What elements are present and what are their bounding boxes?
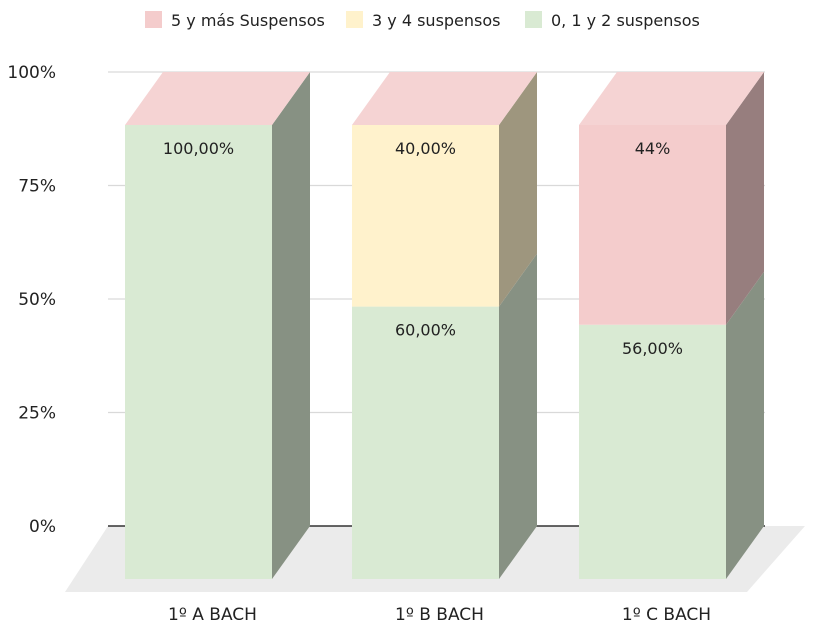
y-tick-label: 0%: [29, 517, 56, 537]
category-label: 1º C BACH: [622, 605, 711, 625]
data-label: 60,00%: [395, 321, 456, 340]
bars: [125, 72, 764, 579]
bar-top: [125, 72, 310, 125]
bar-side: [499, 72, 537, 307]
y-tick-label: 25%: [18, 404, 56, 424]
y-tick-label: 50%: [18, 290, 56, 310]
data-label: 56,00%: [622, 339, 683, 358]
x-axis-categories: 1º A BACH 1º B BACH 1º C BACH: [168, 605, 711, 625]
bar-top: [579, 72, 764, 125]
data-label: 44%: [635, 139, 671, 158]
bar-segment: [352, 306, 499, 579]
legend-swatch: [525, 11, 542, 28]
bar-segment: [579, 125, 726, 325]
bar-segment: [579, 324, 726, 579]
y-axis-ticks: 0% 25% 50% 75% 100%: [7, 63, 56, 537]
legend-swatch: [346, 11, 363, 28]
y-tick-label: 75%: [18, 177, 56, 197]
bar-top: [352, 72, 537, 125]
y-tick-label: 100%: [7, 63, 56, 83]
category-label: 1º A BACH: [168, 605, 257, 625]
data-labels: 100,00% 60,00% 40,00% 56,00% 44%: [163, 139, 683, 358]
legend-label: 0, 1 y 2 suspensos: [551, 11, 700, 30]
legend-label: 3 y 4 suspensos: [372, 11, 501, 30]
data-label: 40,00%: [395, 139, 456, 158]
bar-segment: [352, 125, 499, 307]
legend: 5 y más Suspensos 3 y 4 suspensos 0, 1 y 2…: [145, 11, 700, 30]
bar-side: [499, 253, 537, 579]
bar-side: [726, 271, 764, 579]
category-label: 1º B BACH: [395, 605, 484, 625]
legend-label: 5 y más Suspensos: [171, 11, 325, 30]
data-label: 100,00%: [163, 139, 234, 158]
bar-segment: [125, 125, 272, 579]
bar-side: [726, 72, 764, 325]
bar-side: [272, 72, 310, 579]
legend-swatch: [145, 11, 162, 28]
